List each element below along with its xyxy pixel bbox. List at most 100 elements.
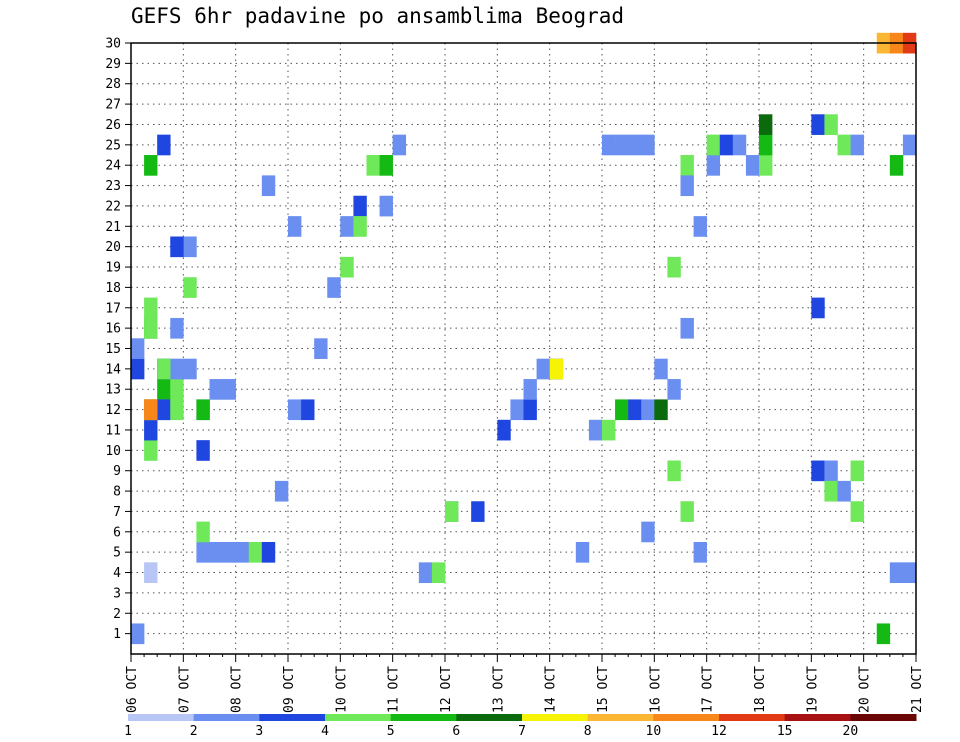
heatmap-cell (837, 480, 851, 502)
heatmap-cell (706, 155, 721, 176)
chart-title: GEFS 6hr padavine po ansamblima Beograd (131, 4, 625, 28)
heatmap-cell (445, 501, 459, 522)
heatmap-cell (196, 440, 210, 461)
heatmap-cell (575, 541, 590, 563)
heatmap-cell (183, 236, 197, 258)
x-tick-label: 06 OCT (125, 666, 140, 713)
y-tick-label: 21 (105, 220, 121, 235)
heatmap-cell (353, 195, 367, 217)
colorbar-label: 7 (518, 724, 526, 739)
heatmap-cell (759, 114, 773, 135)
heatmap-cell (588, 419, 603, 441)
heatmap-cell (431, 562, 446, 584)
heatmap-cell (261, 175, 276, 197)
heatmap-cell (157, 399, 171, 421)
colorbar-segment (193, 714, 260, 721)
x-tick-label: 12 OCT (439, 666, 454, 713)
heatmap-cell (418, 562, 433, 584)
heatmap-cell (144, 399, 158, 421)
heatmap-cell (222, 541, 236, 563)
y-tick-label: 16 (105, 322, 121, 337)
heatmap-cell (811, 114, 825, 135)
y-tick-label: 26 (105, 118, 121, 133)
colorbar-segment (325, 714, 392, 721)
colorbar-segment (522, 714, 589, 721)
x-tick-label: 18 OCT (753, 666, 768, 713)
y-tick-label: 9 (113, 464, 121, 479)
heatmap-cell (811, 460, 825, 482)
colorbar-label: 5 (387, 724, 395, 739)
colorbar-segment (587, 714, 654, 721)
colorbar-label: 20 (843, 724, 859, 739)
y-tick-label: 23 (105, 179, 121, 194)
y-tick-label: 22 (105, 199, 121, 214)
x-tick-label: 10 OCT (334, 666, 349, 713)
heatmap-cell (170, 317, 184, 339)
heatmap-cell (602, 134, 616, 156)
heatmap-cell (850, 460, 864, 482)
colorbar-label: 6 (452, 724, 460, 739)
heatmap-cell (667, 379, 681, 400)
y-tick-label: 8 (113, 485, 121, 500)
x-tick-label: 15 OCT (596, 666, 611, 713)
colorbar-label: 1 (124, 724, 132, 739)
heatmap-cell (131, 623, 145, 645)
heatmap-cell (824, 460, 838, 482)
colorbar-segment (784, 714, 851, 721)
heatmap-cell (340, 256, 354, 278)
colorbar-segment (259, 714, 326, 721)
heatmap-cell (719, 134, 734, 156)
heatmap-cell (261, 541, 276, 563)
heatmap-cell (667, 256, 681, 278)
heatmap-cell (170, 358, 184, 380)
heatmap-cell (850, 134, 864, 156)
heatmap-cell (732, 134, 747, 156)
heatmap-cell (889, 155, 904, 176)
colorbar: 1 2 3 4 5 6 7 8 10 12 15 20 (124, 714, 917, 739)
heatmap-cell (693, 216, 707, 237)
y-tick-label: 2 (113, 607, 121, 622)
y-tick-label: 27 (105, 98, 121, 113)
heatmap-cell (602, 419, 616, 441)
heatmap-cell (628, 134, 642, 156)
heatmap-cell (641, 134, 655, 156)
heatmap-cell (144, 297, 158, 319)
heatmap-cell (471, 501, 485, 522)
heatmap-cell (274, 480, 289, 502)
heatmap-cell (680, 175, 694, 197)
colorbar-segment (653, 714, 720, 721)
heatmap-cell (144, 440, 158, 461)
heatmap-cell (170, 236, 184, 258)
heatmap-cell (288, 216, 302, 237)
x-tick-label: 20 OCT (858, 666, 873, 713)
colorbar-segment (850, 714, 917, 721)
heatmap-cell (850, 501, 864, 522)
heatmap-cell (144, 155, 158, 176)
colorbar-label: 3 (255, 724, 263, 739)
heatmap-cell (510, 399, 524, 421)
heatmap-cell (209, 379, 223, 400)
y-tick-label: 6 (113, 525, 121, 540)
heatmap-cell (157, 379, 171, 400)
heatmap-cell (196, 541, 210, 563)
colorbar-segment (456, 714, 523, 721)
heatmap-cell (157, 358, 171, 380)
heatmap-cell (824, 114, 838, 135)
heatmap-cell (366, 155, 380, 176)
y-tick-label: 25 (105, 138, 121, 153)
colorbar-segment (128, 714, 195, 721)
y-tick-label: 10 (105, 444, 121, 459)
x-axis: 06 OCT 07 OCT 08 OCT 09 OCT 10 OCT 11 OCT 12 O… (125, 654, 925, 713)
heatmap-cell (902, 562, 917, 584)
heatmap-cell (131, 358, 145, 380)
heatmap-cell (680, 155, 694, 176)
y-tick-label: 1 (113, 627, 121, 642)
heatmap-cell (641, 521, 655, 543)
x-tick-label: 08 OCT (230, 666, 245, 713)
y-tick-label: 13 (105, 383, 121, 398)
heatmap-cell (144, 419, 158, 441)
heatmap-cell (523, 379, 537, 400)
heatmap-cell (824, 480, 838, 502)
colorbar-label: 15 (777, 724, 793, 739)
